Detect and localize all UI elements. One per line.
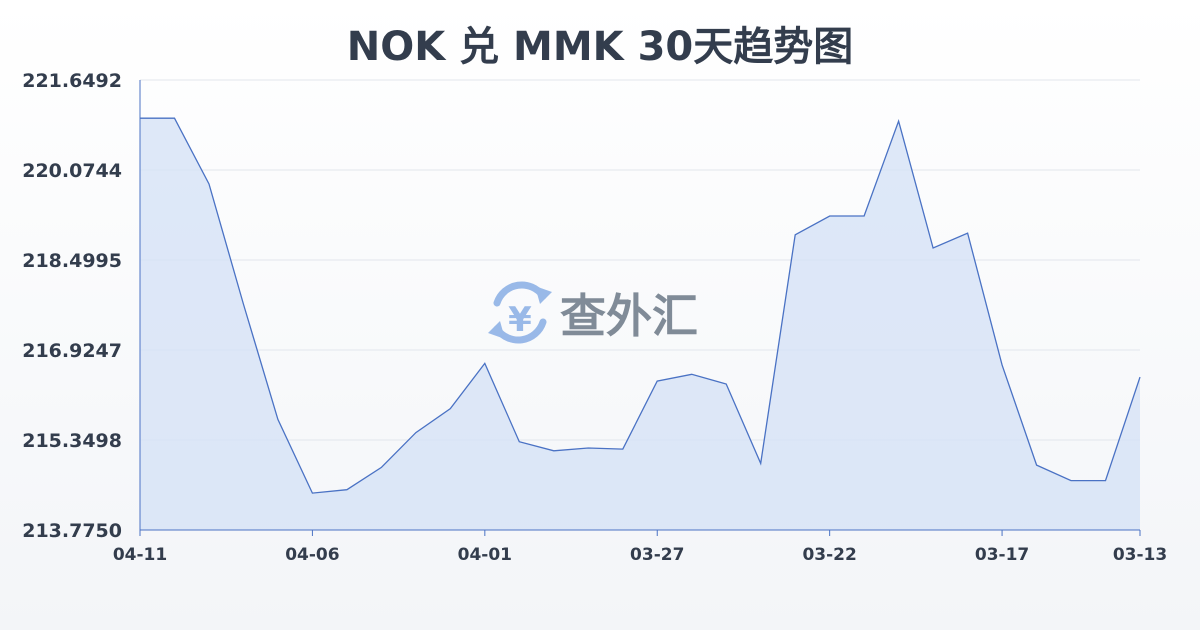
watermark-text: 查外汇 [560, 289, 698, 343]
y-axis-ticks: 221.6492 220.0744 218.4995 216.9247 215.3498… [22, 70, 122, 542]
x-tick-label: 04-11 [113, 545, 167, 565]
x-tick-label: 04-01 [458, 545, 512, 565]
yen-exchange-icon: ¥ [488, 281, 552, 344]
x-tick-label: 03-22 [802, 545, 856, 565]
x-tick-label: 03-17 [975, 545, 1029, 565]
y-tick-label: 221.6492 [22, 70, 122, 92]
chart-title: NOK 兑 MMK 30天趋势图 [347, 24, 854, 70]
y-tick-label: 215.3498 [22, 430, 122, 452]
svg-text:¥: ¥ [508, 300, 532, 340]
series-area [140, 118, 1140, 530]
x-axis-ticks: 04-11 04-06 04-01 03-27 03-22 03-17 03-13 [113, 530, 1167, 565]
x-tick-label: 03-13 [1113, 545, 1167, 565]
series-line [140, 117, 1141, 494]
y-tick-label: 220.0744 [22, 160, 122, 182]
y-tick-label: 213.7750 [22, 520, 122, 542]
axes [139, 80, 1140, 531]
y-tick-label: 218.4995 [22, 250, 122, 272]
y-tick-label: 216.9247 [22, 340, 122, 362]
x-tick-label: 03-27 [630, 545, 684, 565]
x-tick-label: 04-06 [285, 545, 339, 565]
watermark: ¥ 查外汇 [488, 281, 698, 344]
